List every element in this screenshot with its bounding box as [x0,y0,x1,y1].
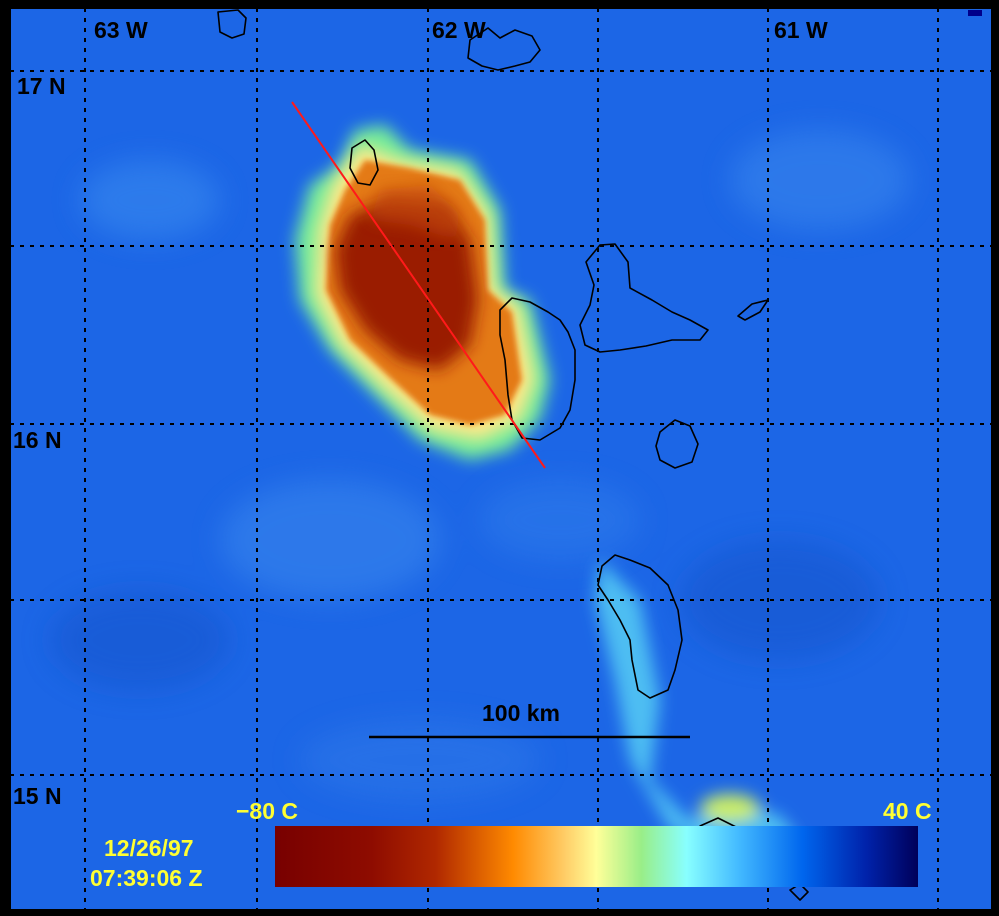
island-grande-terre [579,243,709,353]
lat-label-16n: 16 N [13,427,62,453]
island-outlines [217,9,809,901]
map-frame [9,7,993,911]
cloud-trail [595,560,800,850]
timestamp-date: 12/26/97 [104,835,194,861]
island-montserrat [349,139,379,186]
timestamp-time: 07:39:06 Z [90,865,203,891]
colorbar-max-label: 40 C [883,798,932,824]
storm-cloud [295,125,550,460]
island-antigua [467,27,541,71]
corner-marker [968,10,982,16]
island-marie-galante [655,419,699,469]
lon-label-62w: 62 W [432,17,486,43]
scale-bar-label: 100 km [482,700,561,726]
cloud-texture [50,130,910,800]
grid-lines [10,8,992,910]
colorbar-min-label: −80 C [236,798,299,824]
lon-label-61w: 61 W [774,17,828,43]
lon-label-63w: 63 W [94,17,148,43]
island-desirade [737,299,769,321]
colorbar [275,826,918,887]
lat-label-15n: 15 N [13,783,62,809]
island-dominica [597,554,683,699]
lat-label-17n: 17 N [17,73,66,99]
island-top-left [217,9,247,39]
transect-line [291,101,546,469]
island-basse-terre [499,297,576,441]
